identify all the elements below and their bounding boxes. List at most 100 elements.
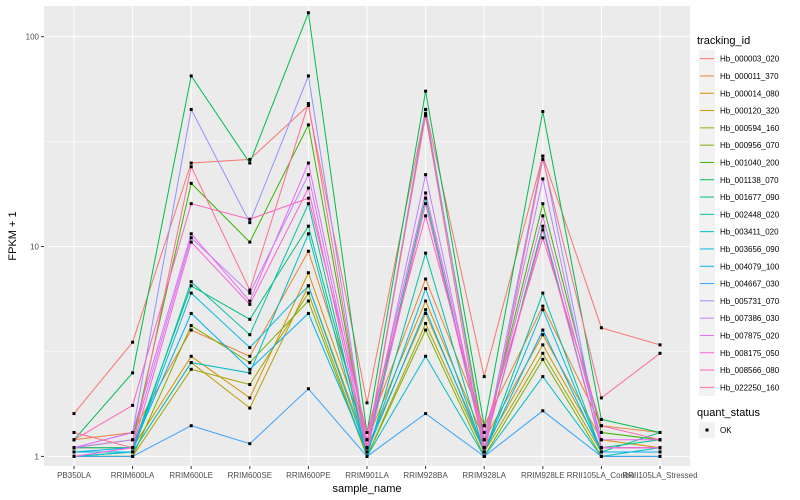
data-point xyxy=(541,357,545,361)
data-point xyxy=(306,224,310,228)
shape-legend-marker xyxy=(705,428,709,432)
data-point xyxy=(72,430,76,434)
data-point xyxy=(541,236,545,240)
legend-label: Hb_000014_080 xyxy=(720,89,780,98)
x-tick-label: RRIM928LA xyxy=(462,471,506,480)
data-point xyxy=(189,280,193,284)
data-point xyxy=(131,450,135,454)
data-point xyxy=(306,249,310,253)
data-point xyxy=(189,291,193,295)
data-point xyxy=(599,454,603,458)
data-point xyxy=(424,173,428,177)
data-point xyxy=(189,354,193,358)
data-point xyxy=(424,251,428,255)
legend-label: Hb_000120_320 xyxy=(720,107,780,116)
data-point xyxy=(541,333,545,337)
data-point xyxy=(189,424,193,428)
data-point xyxy=(541,304,545,308)
data-point xyxy=(365,430,369,434)
data-point xyxy=(189,367,193,371)
data-point xyxy=(131,454,135,458)
data-point xyxy=(72,446,76,450)
x-tick-label: RRII105LA_Stressed xyxy=(622,471,697,480)
data-point xyxy=(248,361,252,365)
data-point xyxy=(248,302,252,306)
data-point xyxy=(599,417,603,421)
data-point xyxy=(248,317,252,321)
data-point xyxy=(365,438,369,442)
data-point xyxy=(306,11,310,15)
x-tick-label: RRIM600PE xyxy=(286,471,330,480)
data-point xyxy=(306,74,310,78)
data-point xyxy=(131,403,135,407)
data-point xyxy=(189,165,193,169)
data-point xyxy=(248,288,252,292)
data-point xyxy=(599,424,603,428)
data-point xyxy=(541,308,545,312)
data-point xyxy=(482,375,486,379)
data-point xyxy=(72,450,76,454)
data-point xyxy=(72,438,76,442)
legend-label: Hb_022250_160 xyxy=(720,383,780,392)
data-point xyxy=(424,308,428,312)
data-point xyxy=(248,240,252,244)
x-tick-label: RRIM600SE xyxy=(228,471,272,480)
x-tick-label: PB350LA xyxy=(57,471,91,480)
data-point xyxy=(424,112,428,116)
data-point xyxy=(248,291,252,295)
x-tick-label: RRIM600LE xyxy=(169,471,213,480)
data-point xyxy=(365,401,369,405)
legend: tracking_id Hb_000003_020Hb_000011_370Hb… xyxy=(697,35,780,438)
data-point xyxy=(248,396,252,400)
data-point xyxy=(424,114,428,118)
legend-label: Hb_002448_020 xyxy=(720,210,780,219)
data-point xyxy=(541,214,545,218)
data-point xyxy=(306,311,310,315)
data-point xyxy=(131,430,135,434)
data-point xyxy=(306,232,310,236)
legend-label: Hb_008175_050 xyxy=(720,349,780,358)
x-tick-label: RRIM928LE xyxy=(521,471,565,480)
legend-label: Hb_007386_030 xyxy=(720,314,780,323)
data-point xyxy=(248,346,252,350)
data-point xyxy=(541,228,545,232)
x-axis: PB350LA RRIM600LA RRIM600LE RRIM600SE RRIM60… xyxy=(57,466,698,480)
legend-label: Hb_000011_370 xyxy=(720,72,779,81)
data-point xyxy=(189,328,193,332)
data-point xyxy=(599,326,603,330)
data-point xyxy=(658,450,662,454)
data-point xyxy=(306,271,310,275)
data-point xyxy=(248,442,252,446)
data-point xyxy=(424,89,428,93)
data-point xyxy=(189,236,193,240)
data-point xyxy=(72,412,76,416)
legend-label: Hb_001138_070 xyxy=(720,176,779,185)
legend-label: Hb_000594_160 xyxy=(720,124,780,133)
data-point xyxy=(248,161,252,165)
data-point xyxy=(189,361,193,365)
data-point xyxy=(189,107,193,111)
data-point xyxy=(658,446,662,450)
data-point xyxy=(306,103,310,107)
data-point xyxy=(658,454,662,458)
data-point xyxy=(424,214,428,218)
data-point xyxy=(541,154,545,158)
data-point xyxy=(248,371,252,375)
data-point xyxy=(248,157,252,161)
data-point xyxy=(482,438,486,442)
series-points xyxy=(72,11,662,458)
x-tick-label: RRIM928BA xyxy=(403,471,448,480)
data-point xyxy=(424,191,428,195)
data-point xyxy=(541,409,545,413)
legend-entries: Hb_000003_020 Hb_000011_370 Hb_000014_080 H… xyxy=(699,50,780,396)
legend-label: Hb_001040_200 xyxy=(720,158,780,167)
legend-label: Hb_007875_020 xyxy=(720,331,780,340)
data-point xyxy=(306,186,310,190)
x-tick-label: RRIM901LA xyxy=(345,471,389,480)
data-point xyxy=(599,430,603,434)
legend-title: tracking_id xyxy=(697,35,750,47)
data-point xyxy=(424,196,428,200)
shape-legend-label: OK xyxy=(720,426,732,435)
data-point xyxy=(189,324,193,328)
